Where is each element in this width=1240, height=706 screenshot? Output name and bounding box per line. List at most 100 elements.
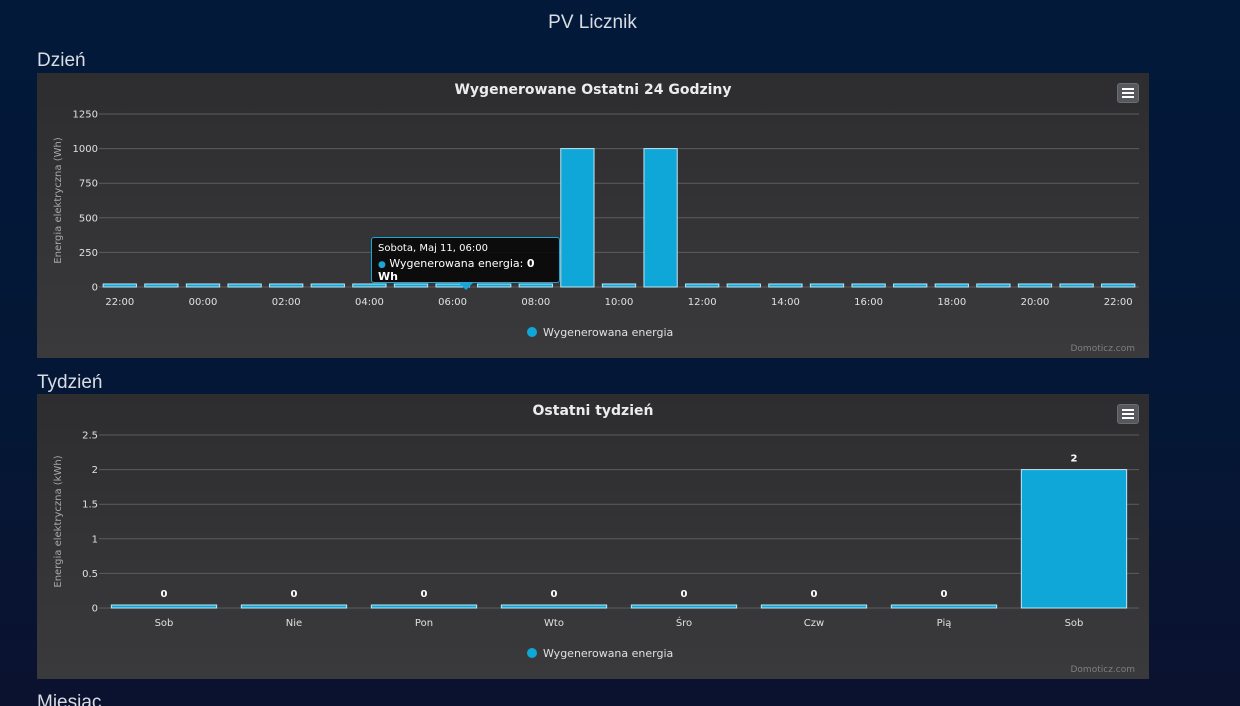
x-tick-label: Nie [286, 618, 302, 629]
data-label: 2 [1071, 454, 1078, 465]
chart-credits[interactable]: Domoticz.com [1070, 344, 1136, 354]
section-title-day: Dzień [37, 50, 86, 71]
bar [643, 148, 678, 288]
y-tick-label: 1 [92, 534, 98, 545]
y-tick-label: 500 [79, 213, 98, 224]
bar [144, 283, 179, 288]
data-label: 0 [291, 589, 298, 600]
menu-icon-bar [1122, 413, 1134, 415]
bar [851, 283, 886, 288]
section-title-week: Tydzień [37, 372, 103, 393]
x-tick-label: 16:00 [854, 297, 883, 308]
chart-credits[interactable]: Domoticz.com [1070, 665, 1136, 675]
data-label: 0 [681, 589, 688, 600]
x-tick-label: 12:00 [688, 297, 717, 308]
y-tick-label: 2 [92, 465, 98, 476]
y-tick-label: 0 [92, 604, 98, 615]
legend-label: Wygenerowana energia [543, 647, 673, 660]
bar [393, 283, 429, 288]
chart-tooltip: Sobota, Maj 11, 06:00 ● Wygenerowana ene… [371, 237, 560, 283]
bar [601, 283, 637, 288]
bar [227, 283, 262, 288]
bar [1101, 283, 1136, 288]
x-tick-label: 10:00 [605, 297, 634, 308]
bar [560, 148, 595, 288]
menu-icon-bar [1122, 92, 1134, 94]
bar [726, 283, 761, 288]
legend-marker [527, 327, 537, 337]
bar [240, 604, 348, 609]
x-tick-label: 22:00 [105, 297, 134, 308]
y-axis-label: Energia elektryczna (kWh) [53, 455, 64, 587]
bar [370, 604, 478, 609]
tooltip-arrow [459, 283, 473, 290]
y-axis-label: Energia elektryczna (Wh) [53, 137, 64, 264]
x-tick-label: 00:00 [189, 297, 218, 308]
x-tick-label: 06:00 [438, 297, 467, 308]
menu-icon-bar [1122, 417, 1134, 419]
bar [352, 283, 387, 288]
y-tick-label: 1.5 [82, 500, 98, 511]
menu-icon-bar [1122, 88, 1134, 90]
chart-menu-button[interactable] [1117, 404, 1139, 424]
tooltip-label: Wygenerowana energia: [389, 257, 527, 270]
bar [1017, 283, 1053, 288]
bar [768, 283, 803, 288]
chart-panel-week: Ostatni tydzień 0 0.5 1 1.5 2 2.5 Energia elekt… [37, 394, 1149, 679]
bar [518, 283, 553, 288]
bar [1059, 283, 1094, 288]
x-tick-label: 18:00 [937, 297, 966, 308]
x-tick-label: Czw [804, 618, 824, 629]
menu-icon-bar [1122, 96, 1134, 98]
x-tick-label: 02:00 [272, 297, 301, 308]
x-tick-label: Pon [415, 618, 433, 629]
bar [809, 283, 845, 288]
menu-icon-bar [1122, 409, 1134, 411]
bar [630, 604, 738, 609]
bar [893, 283, 928, 288]
y-tick-label: 1250 [73, 110, 98, 121]
legend-marker [527, 648, 537, 658]
x-tick-label: Wto [544, 618, 564, 629]
tooltip-dot-icon: ● [378, 260, 386, 270]
bar [500, 604, 608, 609]
data-label: 0 [421, 589, 428, 600]
chart-panel-day: Wygenerowane Ostatni 24 Godziny 0 250 500 75… [37, 73, 1149, 358]
x-tick-label: Śro [676, 616, 692, 629]
data-label: 0 [811, 589, 818, 600]
tooltip-value: 0 Wh [378, 257, 535, 283]
chart-day-svg: Wygenerowane Ostatni 24 Godziny 0 250 500 75… [53, 82, 1139, 339]
y-tick-label: 2.5 [82, 431, 98, 442]
bar [685, 283, 720, 288]
tooltip-header: Sobota, Maj 11, 06:00 [378, 243, 488, 254]
bar [976, 283, 1011, 288]
page-title: PV Licznik [548, 12, 637, 33]
chart-menu-button[interactable] [1117, 83, 1139, 103]
bar [934, 283, 969, 288]
bar [760, 604, 868, 609]
data-label: 0 [551, 589, 558, 600]
bar [310, 283, 345, 288]
y-tick-label: 1000 [73, 144, 98, 155]
bar [110, 604, 218, 609]
legend-label: Wygenerowana energia [543, 326, 673, 339]
chart-title: Ostatni tydzień [533, 403, 654, 419]
data-label: 0 [161, 589, 168, 600]
chart-week-svg: Ostatni tydzień 0 0.5 1 1.5 2 2.5 Energia elekt… [53, 403, 1139, 660]
y-tick-label: 0.5 [82, 569, 98, 580]
x-tick-label: 20:00 [1021, 297, 1050, 308]
x-tick-label: Sob [1065, 618, 1084, 629]
chart-title: Wygenerowane Ostatni 24 Godziny [454, 82, 731, 98]
bar [1020, 469, 1128, 609]
section-title-month: Miesiąc [37, 692, 102, 706]
bar [269, 283, 304, 288]
bar [890, 604, 998, 609]
y-tick-label: 250 [79, 248, 98, 259]
x-tick-label: 04:00 [355, 297, 384, 308]
x-tick-label: Sob [155, 618, 174, 629]
x-tick-label: 22:00 [1104, 297, 1133, 308]
bar [185, 283, 221, 288]
x-tick-label: Pią [937, 618, 952, 629]
bar [102, 283, 137, 288]
y-tick-label: 750 [79, 179, 98, 190]
